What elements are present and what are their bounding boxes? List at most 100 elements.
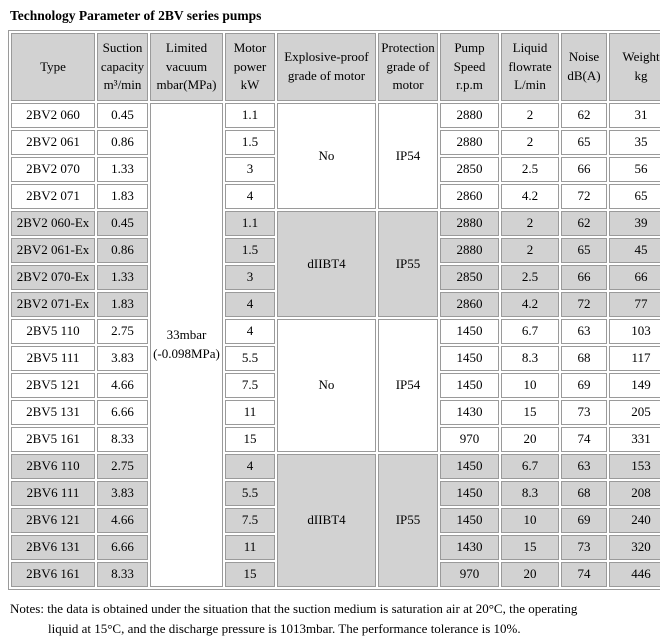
table-row: 2BV5 111 3.83 5.5 1450 8.3 68 117 (11, 346, 660, 371)
cell-noise: 74 (561, 427, 607, 452)
cell-protection-grade: IP55 (378, 454, 438, 587)
table-row: 2BV6 110 2.75 4 dIIBT4 IP55 1450 6.7 63 … (11, 454, 660, 587)
page-title: Technology Parameter of 2BV series pumps (10, 8, 262, 23)
cell-suction: 2.75 (97, 319, 148, 344)
cell-speed: 970 (440, 427, 499, 452)
cell-speed: 1450 (440, 454, 499, 479)
cell-explosive-grade: No (277, 319, 376, 452)
cell-suction: 1.83 (97, 184, 148, 209)
cell-weight: 103 (609, 319, 660, 344)
cell-suction: 0.86 (97, 238, 148, 263)
cell-type: 2BV5 111 (11, 346, 95, 371)
cell-weight: 117 (609, 346, 660, 371)
cell-type: 2BV6 161 (11, 562, 95, 587)
cell-protection-grade: IP54 (378, 319, 438, 452)
cell-power: 7.5 (225, 373, 275, 398)
header-row: Type Suction capacity m³/min Limited vac… (11, 33, 660, 101)
cell-type: 2BV6 121 (11, 508, 95, 533)
cell-noise: 72 (561, 184, 607, 209)
cell-flowrate: 2 (501, 238, 559, 263)
cell-weight: 331 (609, 427, 660, 452)
table-row: 2BV6 111 3.83 5.5 1450 8.3 68 208 (11, 481, 660, 506)
cell-noise: 63 (561, 454, 607, 479)
table-row: 2BV2 071 1.83 4 2860 4.2 72 65 (11, 184, 660, 209)
cell-speed: 2880 (440, 130, 499, 155)
notes-line-1: Notes: the data is obtained under the si… (10, 601, 578, 616)
cell-flowrate: 20 (501, 427, 559, 452)
cell-noise: 72 (561, 292, 607, 317)
cell-weight: 35 (609, 130, 660, 155)
cell-noise: 62 (561, 103, 607, 128)
cell-limited-vacuum: 33mbar (-0.098MPa) (150, 103, 223, 587)
cell-weight: 446 (609, 562, 660, 587)
header-weight: Weight kg (609, 33, 660, 101)
cell-noise: 62 (561, 211, 607, 236)
cell-noise: 65 (561, 238, 607, 263)
cell-speed: 1450 (440, 373, 499, 398)
cell-type: 2BV6 110 (11, 454, 95, 479)
cell-flowrate: 2 (501, 130, 559, 155)
cell-type: 2BV2 070-Ex (11, 265, 95, 290)
cell-suction: 1.33 (97, 265, 148, 290)
cell-power: 5.5 (225, 346, 275, 371)
table-row: 2BV2 070 1.33 3 2850 2.5 66 56 (11, 157, 660, 182)
cell-noise: 66 (561, 157, 607, 182)
cell-speed: 1430 (440, 400, 499, 425)
cell-noise: 69 (561, 508, 607, 533)
cell-weight: 320 (609, 535, 660, 560)
table-row: 2BV5 131 6.66 11 1430 15 73 205 (11, 400, 660, 425)
cell-power: 7.5 (225, 508, 275, 533)
cell-type: 2BV5 110 (11, 319, 95, 344)
cell-flowrate: 10 (501, 373, 559, 398)
cell-flowrate: 4.2 (501, 184, 559, 209)
cell-weight: 45 (609, 238, 660, 263)
notes: Notes: the data is obtained under the si… (10, 599, 652, 639)
cell-flowrate: 10 (501, 508, 559, 533)
cell-protection-grade: IP55 (378, 211, 438, 317)
cell-suction: 6.66 (97, 400, 148, 425)
header-protection-grade: Protection grade of motor (378, 33, 438, 101)
table-row: 2BV2 071-Ex 1.83 4 2860 4.2 72 77 (11, 292, 660, 317)
parameters-table: Type Suction capacity m³/min Limited vac… (8, 30, 660, 590)
cell-power: 15 (225, 562, 275, 587)
cell-weight: 39 (609, 211, 660, 236)
cell-type: 2BV6 111 (11, 481, 95, 506)
cell-power: 4 (225, 292, 275, 317)
cell-noise: 63 (561, 319, 607, 344)
cell-power: 1.1 (225, 211, 275, 236)
cell-explosive-grade: dIIBT4 (277, 211, 376, 317)
cell-suction: 8.33 (97, 562, 148, 587)
cell-noise: 73 (561, 535, 607, 560)
cell-speed: 1430 (440, 535, 499, 560)
cell-power: 4 (225, 319, 275, 344)
cell-power: 4 (225, 454, 275, 479)
header-noise: Noise dB(A) (561, 33, 607, 101)
cell-weight: 153 (609, 454, 660, 479)
header-limited-vacuum: Limited vacuum mbar(MPa) (150, 33, 223, 101)
table-row: 2BV2 061-Ex 0.86 1.5 2880 2 65 45 (11, 238, 660, 263)
cell-weight: 149 (609, 373, 660, 398)
cell-power: 3 (225, 157, 275, 182)
cell-flowrate: 8.3 (501, 481, 559, 506)
cell-speed: 1450 (440, 319, 499, 344)
cell-flowrate: 6.7 (501, 454, 559, 479)
cell-speed: 2860 (440, 292, 499, 317)
cell-flowrate: 2 (501, 211, 559, 236)
cell-speed: 970 (440, 562, 499, 587)
cell-speed: 2850 (440, 265, 499, 290)
cell-speed: 2880 (440, 211, 499, 236)
table-row: 2BV6 121 4.66 7.5 1450 10 69 240 (11, 508, 660, 533)
cell-noise: 65 (561, 130, 607, 155)
cell-flowrate: 2.5 (501, 157, 559, 182)
cell-type: 2BV6 131 (11, 535, 95, 560)
cell-speed: 2880 (440, 238, 499, 263)
cell-type: 2BV5 131 (11, 400, 95, 425)
header-pump-speed: Pump Speed r.p.m (440, 33, 499, 101)
header-type: Type (11, 33, 95, 101)
header-liquid-flowrate: Liquid flowrate L/min (501, 33, 559, 101)
cell-suction: 1.33 (97, 157, 148, 182)
cell-flowrate: 15 (501, 400, 559, 425)
cell-type: 2BV2 070 (11, 157, 95, 182)
cell-weight: 31 (609, 103, 660, 128)
